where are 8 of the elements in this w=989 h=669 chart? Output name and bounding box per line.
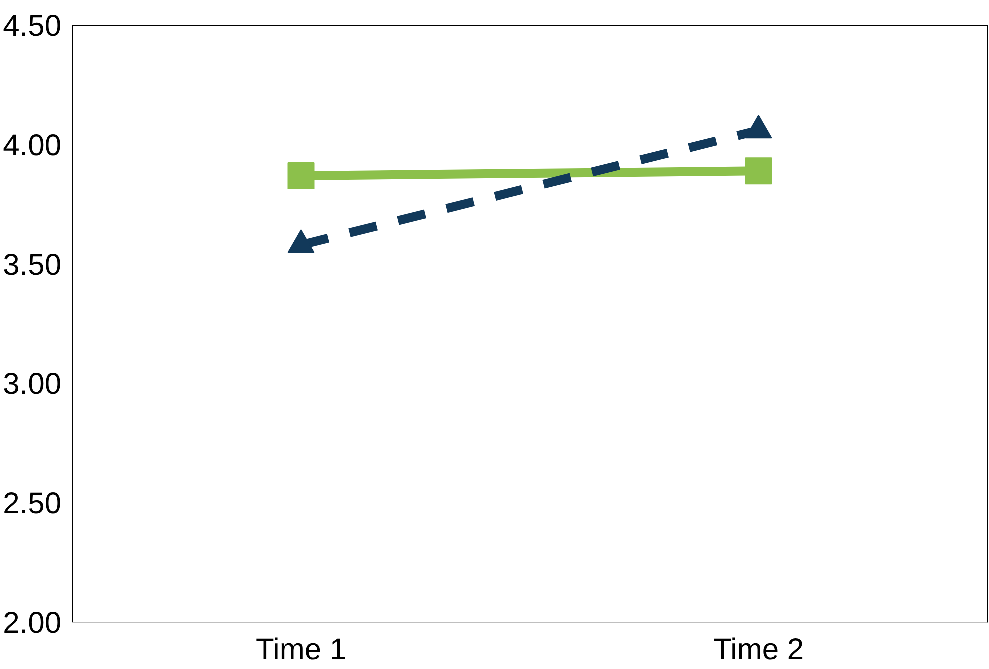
y-tick-label: 3.00 <box>3 368 62 402</box>
x-tick-label: Time 2 <box>713 634 804 666</box>
y-tick-label: 2.00 <box>3 607 62 640</box>
y-tick-label: 2.50 <box>3 488 62 521</box>
y-tick-label: 4.50 <box>3 10 62 43</box>
y-tick-label: 3.50 <box>3 248 62 282</box>
x-tick-label: Time 1 <box>256 634 347 666</box>
y-tick-label: 4.00 <box>3 129 62 162</box>
